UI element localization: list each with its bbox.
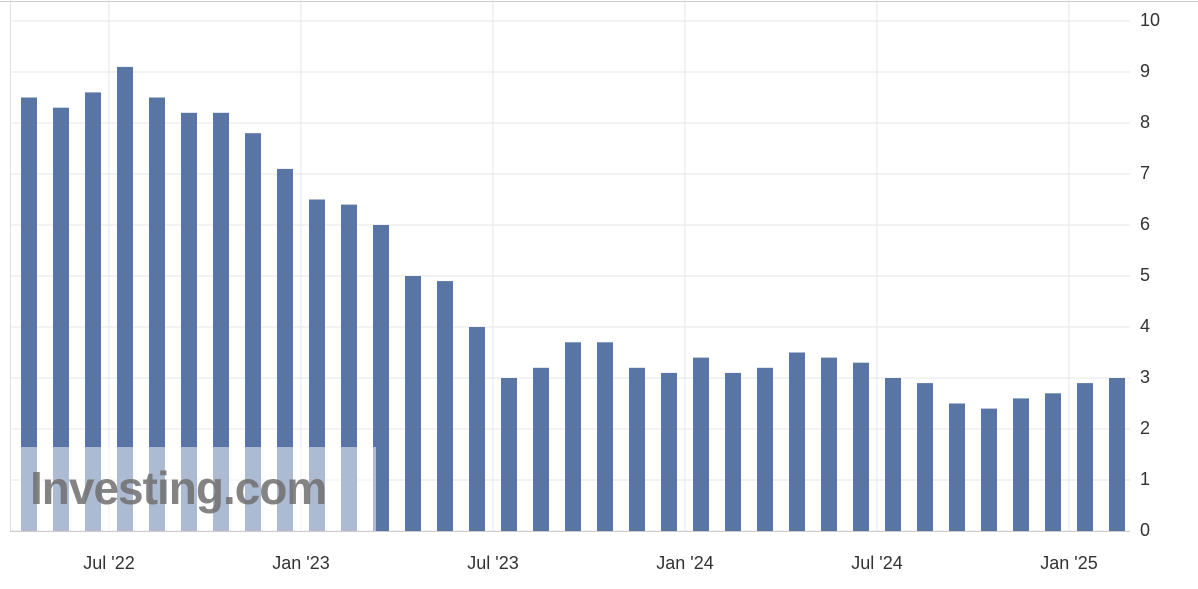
bar: [437, 281, 453, 531]
bar: [21, 97, 37, 531]
y-tick-label: 9: [1140, 61, 1150, 81]
bar: [373, 225, 389, 531]
y-tick-label: 1: [1140, 469, 1150, 489]
watermark: Investing.com: [30, 462, 326, 514]
bar: [469, 327, 485, 531]
x-tick-label: Jul '22: [83, 553, 134, 573]
bar: [277, 168, 293, 531]
y-tick-label: 7: [1140, 163, 1150, 183]
y-tick-label: 4: [1140, 316, 1150, 336]
bar: [949, 403, 965, 531]
bar: [501, 378, 517, 531]
bar: [1013, 398, 1029, 531]
y-tick-label: 6: [1140, 214, 1150, 234]
bar: [85, 92, 101, 532]
x-tick-label: Jul '23: [467, 553, 518, 573]
bar: [693, 357, 709, 531]
bar: [1045, 393, 1061, 531]
x-tick-label: Jan '24: [656, 553, 713, 573]
bar: [821, 357, 837, 531]
watermark-band: [20, 447, 376, 532]
y-tick-label: 8: [1140, 112, 1150, 132]
x-tick-label: Jan '25: [1040, 553, 1097, 573]
bar: [53, 107, 69, 531]
y-tick-label: 0: [1140, 520, 1150, 540]
y-tick-label: 3: [1140, 367, 1150, 387]
y-tick-label: 5: [1140, 265, 1150, 285]
bar: [597, 342, 613, 531]
bar: [117, 66, 133, 532]
bar: [725, 372, 741, 531]
bar: [757, 367, 773, 531]
bar: [853, 362, 869, 531]
bar: [629, 367, 645, 531]
bar: [1077, 383, 1093, 531]
bar: [1109, 378, 1125, 531]
bar: [213, 112, 229, 532]
y-tick-label: 2: [1140, 418, 1150, 438]
bar: [885, 378, 901, 531]
bar: [917, 383, 933, 531]
bar: [181, 112, 197, 532]
bar: [981, 408, 997, 531]
bar: [245, 133, 261, 531]
y-tick-label: 10: [1140, 10, 1160, 30]
bar: [405, 276, 421, 531]
bars: [21, 66, 1125, 532]
bar: [533, 367, 549, 531]
bar: [789, 352, 805, 531]
x-tick-label: Jan '23: [272, 553, 329, 573]
bar: [565, 342, 581, 531]
bar: [149, 97, 165, 531]
x-tick-label: Jul '24: [851, 553, 902, 573]
bar: [661, 372, 677, 531]
